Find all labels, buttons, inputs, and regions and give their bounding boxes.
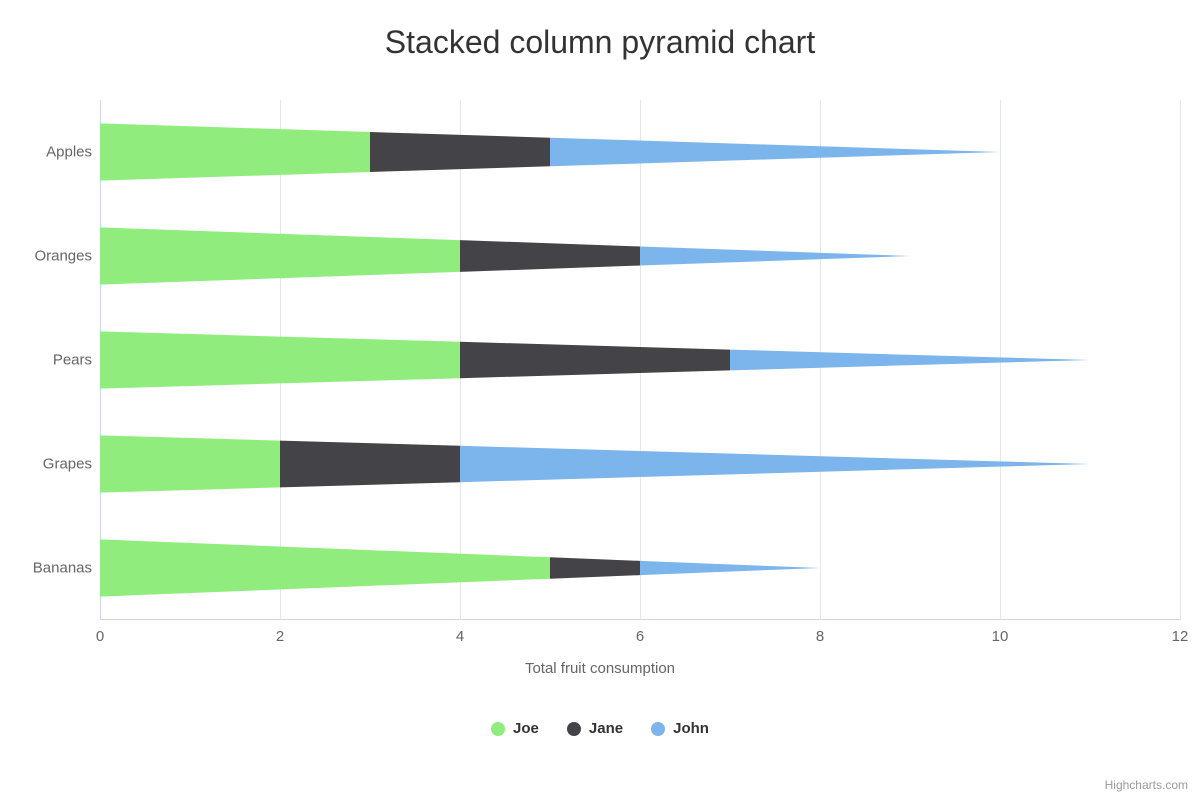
y-tick-label: Oranges bbox=[0, 248, 92, 265]
bar-segment[interactable] bbox=[100, 539, 550, 596]
bar-segment[interactable] bbox=[100, 435, 280, 492]
legend-item[interactable]: Jane bbox=[567, 720, 623, 737]
bar-segment[interactable] bbox=[280, 441, 460, 488]
bar-segment[interactable] bbox=[640, 561, 820, 575]
bar-segment[interactable] bbox=[460, 342, 730, 378]
bar-segment[interactable] bbox=[460, 446, 1090, 482]
legend-item[interactable]: Joe bbox=[491, 720, 539, 737]
bar-segment[interactable] bbox=[730, 350, 1090, 371]
bar-segment[interactable] bbox=[100, 227, 460, 284]
legend-swatch bbox=[567, 722, 581, 736]
x-tick-label: 10 bbox=[992, 628, 1009, 645]
gridline bbox=[1180, 100, 1181, 620]
legend-item[interactable]: John bbox=[651, 720, 709, 737]
bar-segment[interactable] bbox=[370, 132, 550, 172]
y-tick-label: Bananas bbox=[0, 560, 92, 577]
credits-link[interactable]: Highcharts.com bbox=[1105, 778, 1188, 792]
x-tick-label: 2 bbox=[276, 628, 284, 645]
bar-segment[interactable] bbox=[460, 240, 640, 272]
x-tick-label: 4 bbox=[456, 628, 464, 645]
legend-swatch bbox=[491, 722, 505, 736]
legend-label: John bbox=[673, 720, 709, 737]
legend-swatch bbox=[651, 722, 665, 736]
legend: Joe Jane John bbox=[0, 720, 1200, 740]
y-tick-label: Apples bbox=[0, 144, 92, 161]
legend-label: Jane bbox=[589, 720, 623, 737]
chart-title: Stacked column pyramid chart bbox=[0, 24, 1200, 61]
bar-segment[interactable] bbox=[550, 138, 1000, 167]
bar-segment[interactable] bbox=[640, 246, 910, 265]
x-axis-title: Total fruit consumption bbox=[0, 660, 1200, 677]
bars-svg bbox=[100, 100, 1180, 620]
y-tick-label: Grapes bbox=[0, 456, 92, 473]
bar-segment[interactable] bbox=[100, 331, 460, 388]
bar-segment[interactable] bbox=[550, 557, 640, 578]
x-tick-label: 8 bbox=[816, 628, 824, 645]
x-tick-label: 0 bbox=[96, 628, 104, 645]
y-tick-label: Pears bbox=[0, 352, 92, 369]
bar-segment[interactable] bbox=[100, 123, 370, 180]
x-tick-label: 6 bbox=[636, 628, 644, 645]
x-tick-label: 12 bbox=[1172, 628, 1189, 645]
chart-container: Stacked column pyramid chart Total fruit… bbox=[0, 0, 1200, 800]
legend-label: Joe bbox=[513, 720, 539, 737]
plot-area bbox=[100, 100, 1180, 620]
